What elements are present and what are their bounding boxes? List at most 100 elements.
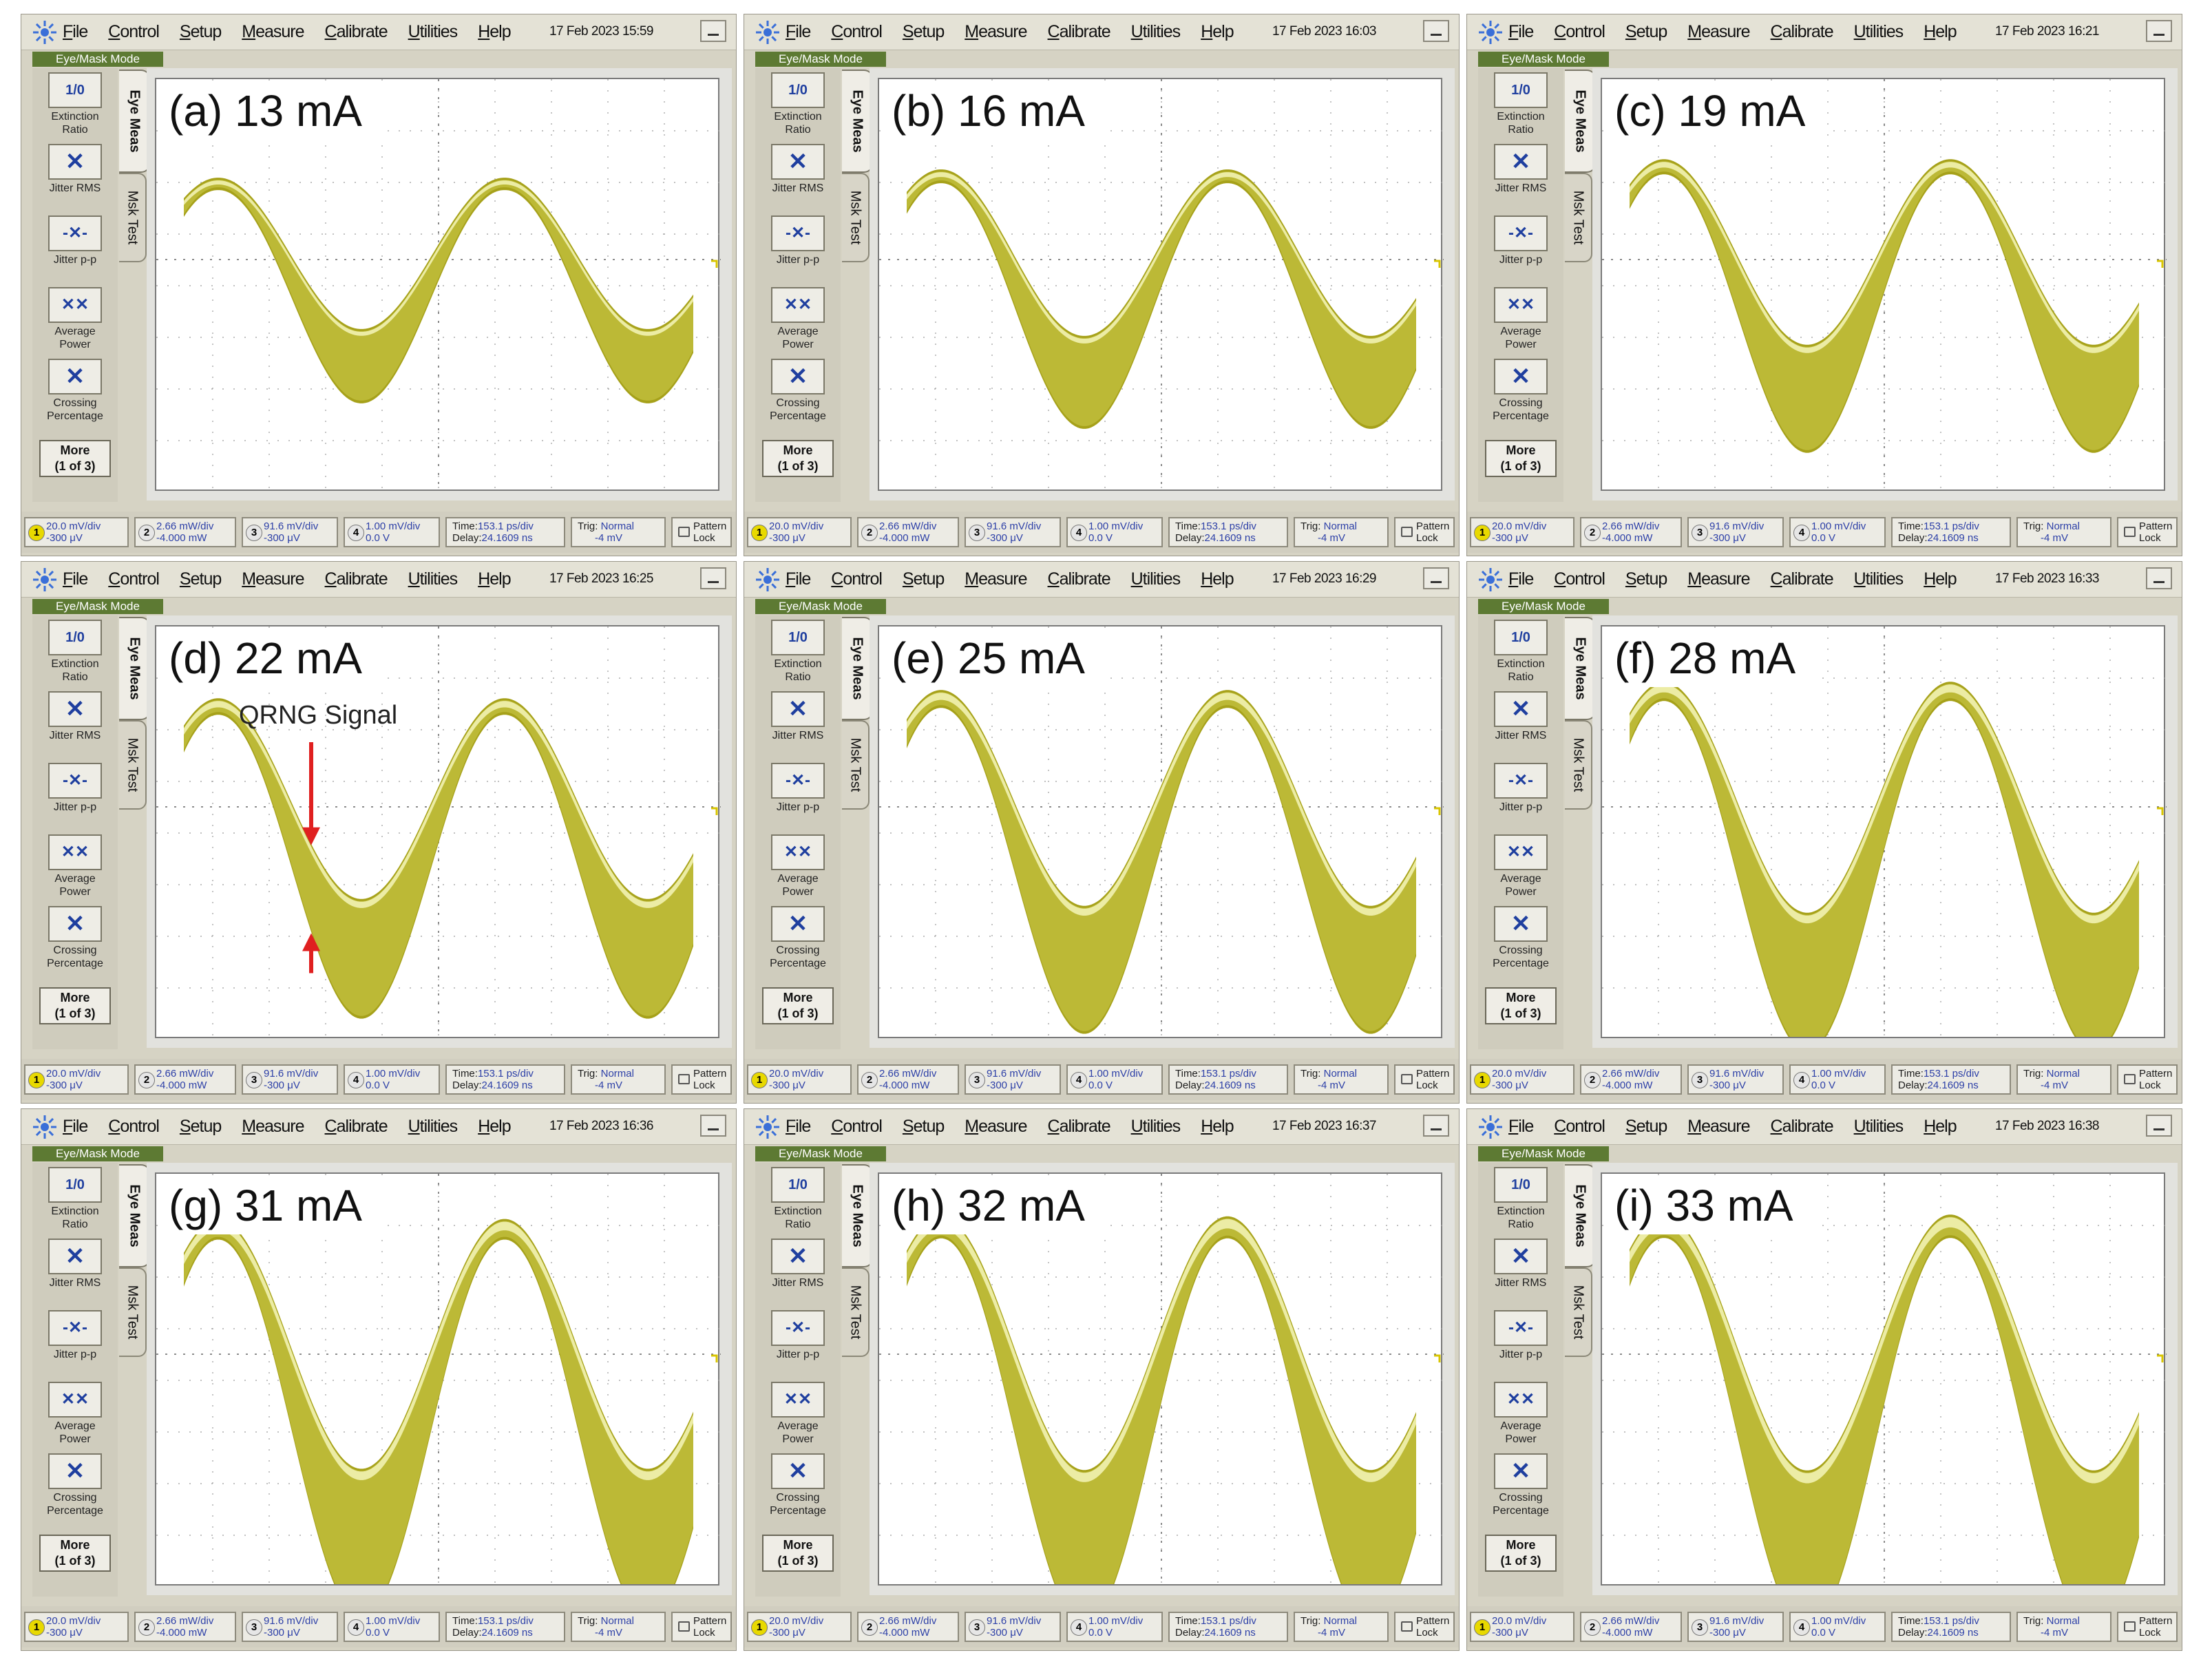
tab-msk-test[interactable]: Msk Test bbox=[1565, 173, 1592, 262]
tab-msk-test[interactable]: Msk Test bbox=[1565, 1267, 1592, 1357]
channel-ch1-button[interactable]: 1 20.0 mV/div -300 μV bbox=[24, 1064, 129, 1095]
timebase-button[interactable]: Time:153.1 ps/div Delay:24.1609 ns bbox=[1168, 1064, 1288, 1095]
channel-ch1-button[interactable]: 1 20.0 mV/div -300 μV bbox=[1470, 517, 1574, 547]
tool-average-power[interactable]: ✕✕ Average Power bbox=[38, 287, 112, 356]
extinction-ratio-icon[interactable]: 1/0 bbox=[1494, 1167, 1548, 1203]
minimize-button[interactable] bbox=[2146, 1115, 2172, 1137]
crossing-percentage-icon[interactable]: ✕ bbox=[48, 1453, 102, 1489]
tool-crossing-percentage[interactable]: ✕ Crossing Percentage bbox=[1484, 906, 1558, 975]
tool-extinction-ratio[interactable]: 1/0 Extinction Ratio bbox=[38, 72, 112, 141]
crossing-percentage-icon[interactable]: ✕ bbox=[1494, 906, 1548, 942]
channel-ch3-button[interactable]: 3 91.6 mV/div -300 μV bbox=[1687, 1064, 1784, 1095]
average-power-icon[interactable]: ✕✕ bbox=[1494, 1382, 1548, 1418]
trigger-button[interactable]: Trig: Normal -4 mV bbox=[571, 517, 666, 547]
menu-measure[interactable]: Measure bbox=[242, 22, 304, 41]
tool-crossing-percentage[interactable]: ✕ Crossing Percentage bbox=[761, 359, 835, 428]
tool-average-power[interactable]: ✕✕ Average Power bbox=[1484, 1382, 1558, 1451]
average-power-icon[interactable]: ✕✕ bbox=[48, 1382, 102, 1418]
pattern-lock-button[interactable]: Pattern Lock bbox=[2117, 1612, 2178, 1642]
crossing-percentage-icon[interactable]: ✕ bbox=[48, 906, 102, 942]
timebase-button[interactable]: Time:153.1 ps/div Delay:24.1609 ns bbox=[1891, 1612, 2011, 1642]
jitter-pp-icon[interactable]: -✕- bbox=[48, 215, 102, 251]
trigger-button[interactable]: Trig: Normal -4 mV bbox=[1294, 1612, 1389, 1642]
pattern-lock-button[interactable]: Pattern Lock bbox=[671, 1064, 732, 1095]
tool-extinction-ratio[interactable]: 1/0 Extinction Ratio bbox=[1484, 72, 1558, 141]
minimize-button[interactable] bbox=[1423, 567, 1449, 589]
trigger-button[interactable]: Trig: Normal -4 mV bbox=[1294, 1064, 1389, 1095]
channel-ch1-button[interactable]: 1 20.0 mV/div -300 μV bbox=[747, 1064, 852, 1095]
timebase-button[interactable]: Time:153.1 ps/div Delay:24.1609 ns bbox=[1891, 517, 2011, 547]
menu-measure[interactable]: Measure bbox=[965, 1117, 1027, 1136]
minimize-button[interactable] bbox=[1423, 20, 1449, 42]
channel-ch1-button[interactable]: 1 20.0 mV/div -300 μV bbox=[747, 517, 852, 547]
tool-jitter-rms[interactable]: ✕ Jitter RMS bbox=[38, 691, 112, 760]
timebase-button[interactable]: Time:153.1 ps/div Delay:24.1609 ns bbox=[1168, 517, 1288, 547]
menu-calibrate[interactable]: Calibrate bbox=[1770, 569, 1834, 589]
channel-ch4-button[interactable]: 4 1.00 mV/div 0.0 V bbox=[1066, 1612, 1163, 1642]
minimize-button[interactable] bbox=[1423, 1115, 1449, 1137]
menu-help[interactable]: Help bbox=[478, 569, 511, 589]
average-power-icon[interactable]: ✕✕ bbox=[48, 287, 102, 323]
menu-help[interactable]: Help bbox=[1201, 1117, 1234, 1136]
channel-ch4-button[interactable]: 4 1.00 mV/div 0.0 V bbox=[1066, 517, 1163, 547]
tool-extinction-ratio[interactable]: 1/0 Extinction Ratio bbox=[1484, 620, 1558, 688]
channel-ch2-button[interactable]: 2 2.66 mW/div -4.000 mW bbox=[134, 1064, 236, 1095]
menu-file[interactable]: File bbox=[1508, 22, 1534, 41]
trigger-button[interactable]: Trig: Normal -4 mV bbox=[1294, 517, 1389, 547]
jitter-pp-icon[interactable]: -✕- bbox=[771, 215, 825, 251]
tool-jitter-pp[interactable]: -✕- Jitter p-p bbox=[1484, 1310, 1558, 1379]
jitter-pp-icon[interactable]: -✕- bbox=[1494, 215, 1548, 251]
tool-crossing-percentage[interactable]: ✕ Crossing Percentage bbox=[38, 359, 112, 428]
menu-file[interactable]: File bbox=[786, 1117, 811, 1136]
menu-calibrate[interactable]: Calibrate bbox=[324, 22, 388, 41]
menu-measure[interactable]: Measure bbox=[242, 569, 304, 589]
menu-control[interactable]: Control bbox=[1554, 1117, 1605, 1136]
menu-setup[interactable]: Setup bbox=[902, 569, 945, 589]
channel-ch3-button[interactable]: 3 91.6 mV/div -300 μV bbox=[1687, 1612, 1784, 1642]
jitter-rms-icon[interactable]: ✕ bbox=[771, 691, 825, 727]
menu-file[interactable]: File bbox=[63, 569, 88, 589]
tool-extinction-ratio[interactable]: 1/0 Extinction Ratio bbox=[761, 1167, 835, 1236]
jitter-rms-icon[interactable]: ✕ bbox=[48, 1239, 102, 1274]
tab-msk-test[interactable]: Msk Test bbox=[119, 720, 147, 810]
menu-calibrate[interactable]: Calibrate bbox=[1047, 1117, 1111, 1136]
average-power-icon[interactable]: ✕✕ bbox=[771, 1382, 825, 1418]
jitter-rms-icon[interactable]: ✕ bbox=[1494, 144, 1548, 180]
channel-ch4-button[interactable]: 4 1.00 mV/div 0.0 V bbox=[1789, 1064, 1886, 1095]
menu-setup[interactable]: Setup bbox=[1625, 22, 1667, 41]
tab-msk-test[interactable]: Msk Test bbox=[842, 173, 870, 262]
pattern-lock-button[interactable]: Pattern Lock bbox=[671, 517, 732, 547]
menu-utilities[interactable]: Utilities bbox=[408, 569, 459, 589]
menu-help[interactable]: Help bbox=[1201, 569, 1234, 589]
channel-ch2-button[interactable]: 2 2.66 mW/div -4.000 mW bbox=[1580, 1064, 1682, 1095]
trigger-button[interactable]: Trig: Normal -4 mV bbox=[2016, 1612, 2111, 1642]
tool-average-power[interactable]: ✕✕ Average Power bbox=[761, 1382, 835, 1451]
menu-setup[interactable]: Setup bbox=[179, 1117, 222, 1136]
tab-msk-test[interactable]: Msk Test bbox=[1565, 720, 1592, 810]
channel-ch4-button[interactable]: 4 1.00 mV/div 0.0 V bbox=[344, 1612, 440, 1642]
menu-utilities[interactable]: Utilities bbox=[1130, 22, 1181, 41]
more-button[interactable]: More (1 of 3) bbox=[39, 440, 111, 477]
jitter-pp-icon[interactable]: -✕- bbox=[1494, 763, 1548, 799]
channel-ch3-button[interactable]: 3 91.6 mV/div -300 μV bbox=[242, 517, 338, 547]
pattern-lock-button[interactable]: Pattern Lock bbox=[1394, 1064, 1455, 1095]
jitter-rms-icon[interactable]: ✕ bbox=[48, 144, 102, 180]
menu-utilities[interactable]: Utilities bbox=[1853, 22, 1904, 41]
channel-ch2-button[interactable]: 2 2.66 mW/div -4.000 mW bbox=[134, 517, 236, 547]
pattern-lock-button[interactable]: Pattern Lock bbox=[1394, 1612, 1455, 1642]
average-power-icon[interactable]: ✕✕ bbox=[1494, 834, 1548, 870]
channel-ch3-button[interactable]: 3 91.6 mV/div -300 μV bbox=[1687, 517, 1784, 547]
channel-ch1-button[interactable]: 1 20.0 mV/div -300 μV bbox=[1470, 1064, 1574, 1095]
extinction-ratio-icon[interactable]: 1/0 bbox=[771, 72, 825, 108]
menu-utilities[interactable]: Utilities bbox=[1853, 1117, 1904, 1136]
menu-control[interactable]: Control bbox=[831, 1117, 883, 1136]
tool-extinction-ratio[interactable]: 1/0 Extinction Ratio bbox=[761, 620, 835, 688]
menu-file[interactable]: File bbox=[1508, 569, 1534, 589]
tab-msk-test[interactable]: Msk Test bbox=[119, 1267, 147, 1357]
jitter-pp-icon[interactable]: -✕- bbox=[1494, 1310, 1548, 1346]
channel-ch4-button[interactable]: 4 1.00 mV/div 0.0 V bbox=[1066, 1064, 1163, 1095]
channel-ch2-button[interactable]: 2 2.66 mW/div -4.000 mW bbox=[134, 1612, 236, 1642]
menu-calibrate[interactable]: Calibrate bbox=[324, 1117, 388, 1136]
tab-msk-test[interactable]: Msk Test bbox=[119, 173, 147, 262]
menu-control[interactable]: Control bbox=[831, 569, 883, 589]
